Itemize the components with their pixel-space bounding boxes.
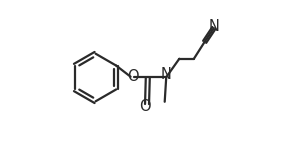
Text: N: N: [161, 67, 172, 82]
Text: O: O: [139, 99, 151, 114]
Text: N: N: [209, 19, 220, 34]
Text: O: O: [127, 69, 138, 84]
